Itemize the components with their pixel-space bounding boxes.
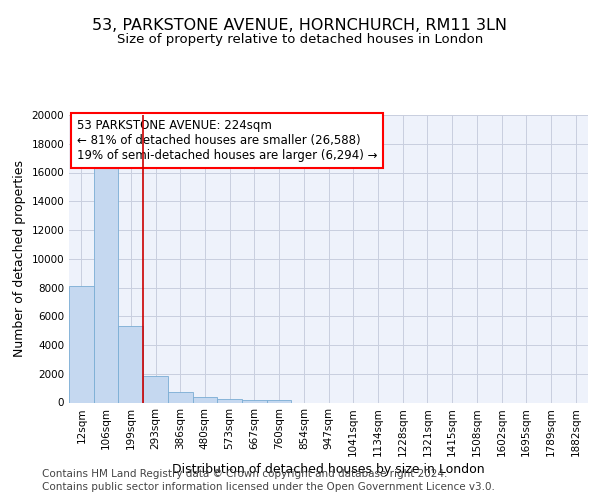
Bar [143, 376, 168, 402]
Bar [193, 398, 217, 402]
Text: 53, PARKSTONE AVENUE, HORNCHURCH, RM11 3LN: 53, PARKSTONE AVENUE, HORNCHURCH, RM11 3… [92, 18, 508, 32]
Bar [242, 400, 267, 402]
Text: 53 PARKSTONE AVENUE: 224sqm
← 81% of detached houses are smaller (26,588)
19% of: 53 PARKSTONE AVENUE: 224sqm ← 81% of det… [77, 120, 377, 162]
Bar [94, 166, 118, 402]
Bar [69, 286, 94, 403]
Text: Contains HM Land Registry data © Crown copyright and database right 2024.: Contains HM Land Registry data © Crown c… [42, 469, 448, 479]
Bar [118, 326, 143, 402]
Bar [168, 392, 193, 402]
Text: Contains public sector information licensed under the Open Government Licence v3: Contains public sector information licen… [42, 482, 495, 492]
Y-axis label: Number of detached properties: Number of detached properties [13, 160, 26, 357]
X-axis label: Distribution of detached houses by size in London: Distribution of detached houses by size … [172, 463, 485, 476]
Text: Size of property relative to detached houses in London: Size of property relative to detached ho… [117, 32, 483, 46]
Bar [217, 398, 242, 402]
Bar [267, 400, 292, 402]
